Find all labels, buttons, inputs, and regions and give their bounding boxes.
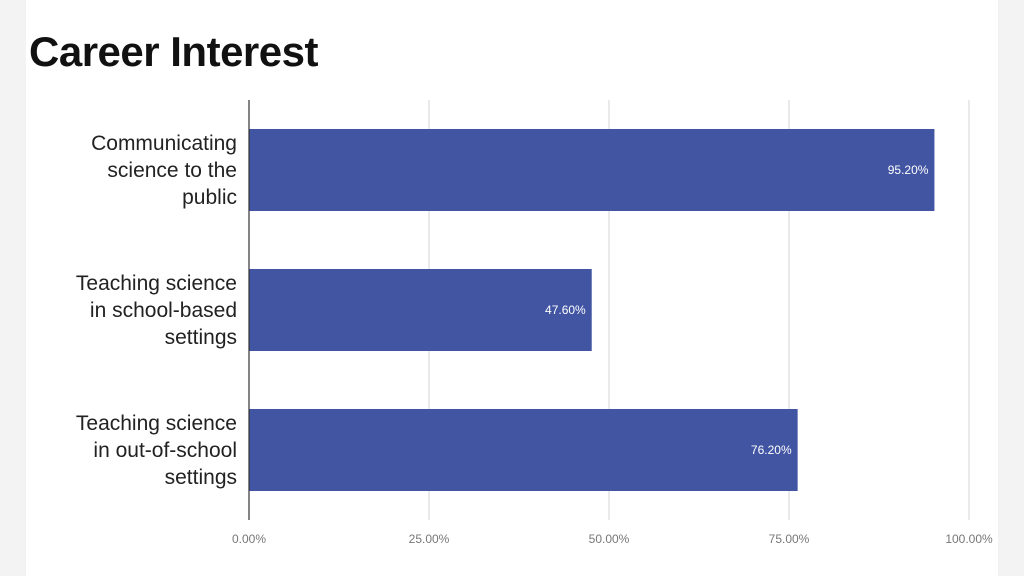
category-label: science to the bbox=[107, 159, 237, 182]
category-label: Teaching science bbox=[76, 412, 237, 435]
x-tick-label: 0.00% bbox=[232, 532, 266, 546]
x-tick-label: 25.00% bbox=[409, 532, 450, 546]
category-label: public bbox=[182, 186, 237, 209]
category-label: in out-of-school bbox=[93, 439, 237, 462]
category-label: Communicating bbox=[91, 132, 237, 155]
bar bbox=[249, 269, 592, 351]
bar bbox=[249, 409, 798, 491]
x-tick-label: 75.00% bbox=[769, 532, 810, 546]
category-label: settings bbox=[165, 326, 237, 349]
data-label: 95.20% bbox=[888, 163, 929, 177]
category-label: in school-based bbox=[90, 299, 237, 322]
x-tick-label: 100.00% bbox=[945, 532, 993, 546]
data-label: 76.20% bbox=[751, 443, 792, 457]
data-label: 47.60% bbox=[545, 303, 586, 317]
bar bbox=[249, 129, 935, 211]
x-tick-label: 50.00% bbox=[589, 532, 630, 546]
category-label: settings bbox=[165, 466, 237, 489]
category-label: Teaching science bbox=[76, 272, 237, 295]
chart-title: Career Interest bbox=[29, 28, 318, 75]
